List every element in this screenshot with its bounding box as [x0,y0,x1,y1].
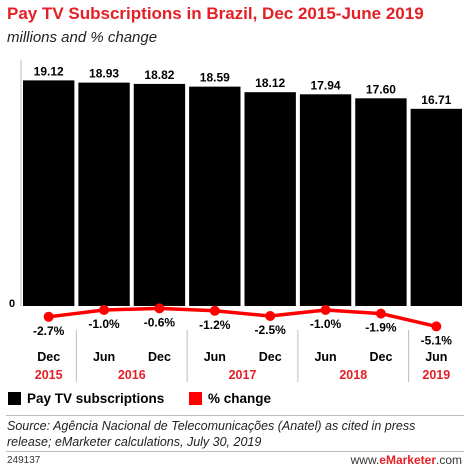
legend-item-change: % change [189,391,271,406]
chart-title: Pay TV Subscriptions in Brazil, Dec 2015… [7,4,424,23]
bar-2 [133,83,186,306]
x-tick-label-7: Jun [425,350,447,364]
x-tick-label-1: Jun [93,350,115,364]
change-point-5 [320,305,331,315]
change-point-6 [375,308,386,319]
change-point-2 [154,303,165,314]
change-value-label-1: -1.0% [88,317,120,331]
bar-6 [355,98,407,306]
bar-3 [189,86,241,306]
bar-value-label-3: 18.59 [200,71,230,85]
bar-value-label-6: 17.60 [366,82,396,96]
brand-link[interactable]: www.eMarketer.com [351,453,462,467]
x-tick-label-6: Dec [369,350,392,364]
brand-suffix: .com [435,453,462,467]
change-point-4 [265,311,276,321]
bar-value-label-2: 18.82 [144,68,174,82]
chart-id: 249137 [7,455,41,466]
x-tick-label-2: Dec [148,350,171,364]
legend-label-subscriptions: Pay TV subscriptions [27,391,165,406]
bar-4 [244,92,296,307]
chart-subtitle: millions and % change [7,29,158,46]
source-note: Source: Agência Nacional de Telecomunica… [7,419,416,449]
x-year-label-2: 2017 [229,368,257,382]
change-value-label-3: -1.2% [199,318,231,332]
legend: Pay TV subscriptions % change [8,391,468,411]
x-tick-label-5: Jun [314,350,336,364]
bar-7 [410,108,462,307]
bar-value-label-7: 16.71 [421,93,451,107]
change-line [48,306,437,329]
x-year-label-3: 2018 [339,368,367,382]
legend-swatch-change [189,392,202,405]
change-value-label-4: -2.5% [255,323,287,337]
x-tick-label-0: Dec [37,350,60,364]
bar-value-label-0: 19.12 [34,64,64,78]
change-value-label-7: -5.1% [421,333,453,347]
change-value-label-2: -0.6% [144,315,176,329]
divider-bottom [6,451,464,452]
change-value-label-0: -2.7% [33,324,65,338]
bar-value-label-4: 18.12 [255,76,285,90]
change-point-3 [209,305,220,316]
bar-value-label-1: 18.93 [89,67,119,81]
bar-value-label-5: 17.94 [311,78,341,92]
change-value-label-5: -1.0% [310,317,342,331]
x-tick-label-4: Dec [259,350,282,364]
x-year-label-4: 2019 [422,368,450,382]
change-point-1 [99,305,110,315]
divider-top [6,415,464,416]
change-point-7 [431,321,442,332]
y-zero-label: 0 [9,298,15,310]
legend-item-subscriptions: Pay TV subscriptions [8,391,164,406]
legend-label-change: % change [208,391,272,406]
brand-prefix: www. [350,453,380,467]
brand-name: eMarketer [379,453,436,467]
bar-5 [299,94,352,306]
x-year-label-0: 2015 [35,368,63,382]
x-year-label-1: 2016 [118,368,146,382]
change-value-label-6: -1.9% [365,321,397,335]
bar-1 [78,82,130,306]
change-point-0 [43,311,54,322]
x-tick-label-3: Jun [204,350,226,364]
legend-swatch-subscriptions [8,392,21,405]
bar-0 [23,80,75,306]
chart-svg: 0 19.12 18.93 18.82 18.59 18.12 17.94 17.60 16.7… [9,60,462,382]
